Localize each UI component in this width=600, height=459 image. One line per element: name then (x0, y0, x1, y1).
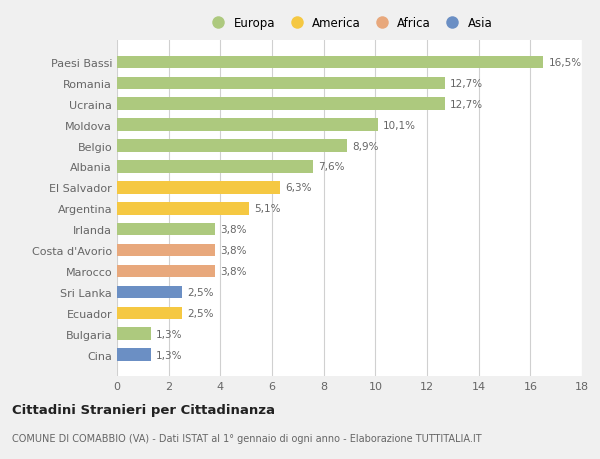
Text: 3,8%: 3,8% (220, 225, 247, 235)
Text: 2,5%: 2,5% (187, 308, 213, 318)
Bar (117, 140, 347, 152)
Text: 3,8%: 3,8% (220, 246, 247, 256)
Text: 10,1%: 10,1% (383, 120, 416, 130)
Text: 7,6%: 7,6% (319, 162, 345, 172)
Text: 6,3%: 6,3% (285, 183, 311, 193)
Bar (117, 307, 182, 319)
Bar (117, 265, 215, 278)
Bar (117, 202, 249, 215)
Bar (117, 349, 151, 361)
Bar (117, 161, 313, 174)
Bar (117, 286, 182, 298)
Bar (117, 224, 215, 236)
Text: COMUNE DI COMABBIO (VA) - Dati ISTAT al 1° gennaio di ogni anno - Elaborazione T: COMUNE DI COMABBIO (VA) - Dati ISTAT al … (12, 433, 482, 442)
Text: 16,5%: 16,5% (548, 58, 581, 68)
Text: Cittadini Stranieri per Cittadinanza: Cittadini Stranieri per Cittadinanza (12, 403, 275, 416)
Text: 8,9%: 8,9% (352, 141, 379, 151)
Bar (117, 182, 280, 194)
Text: 5,1%: 5,1% (254, 204, 280, 214)
Text: 2,5%: 2,5% (187, 287, 213, 297)
Text: 3,8%: 3,8% (220, 266, 247, 276)
Bar (117, 56, 543, 69)
Bar (117, 98, 445, 111)
Bar (117, 328, 151, 340)
Bar (117, 244, 215, 257)
Text: 1,3%: 1,3% (156, 329, 182, 339)
Legend: Europa, America, Africa, Asia: Europa, America, Africa, Asia (203, 14, 496, 34)
Bar (117, 78, 445, 90)
Text: 12,7%: 12,7% (450, 100, 484, 110)
Bar (117, 119, 378, 132)
Text: 1,3%: 1,3% (156, 350, 182, 360)
Text: 12,7%: 12,7% (450, 78, 484, 89)
